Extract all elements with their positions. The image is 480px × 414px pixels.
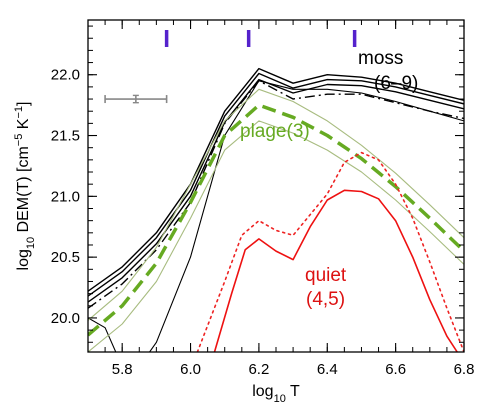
series-line-0 [88, 67, 464, 292]
annotation-plage: plage(3) [240, 121, 310, 142]
series-line-6 [88, 88, 464, 321]
y-axis-title: log10 DEM(T) [cm−5 K−1] [13, 102, 37, 271]
x-tick-label-3: 6.4 [317, 361, 338, 378]
series-line-3 [88, 80, 464, 309]
x-tick-label-1: 6.0 [180, 361, 201, 378]
series-line-4 [88, 80, 464, 352]
series-line-7 [88, 120, 464, 352]
y-tick-label-2: 21.0 [51, 188, 80, 205]
annotation-moss-line1: moss [358, 48, 403, 69]
x-axis-title: log10 T [252, 383, 300, 405]
series-line-1 [88, 72, 464, 297]
plot-frame [87, 19, 465, 353]
top-markers [164, 30, 357, 47]
y-tick-label-4: 22.0 [51, 67, 80, 84]
annotation-quiet: quiet [305, 265, 347, 286]
series-line-9 [213, 189, 458, 352]
y-tick-label-1: 20.5 [51, 249, 80, 266]
series-line-2 [88, 78, 464, 303]
annotation-quiet-range: (4,5) [306, 289, 345, 310]
annotation-moss: moss [358, 48, 403, 69]
x-tick-label-2: 6.2 [248, 361, 269, 378]
series-line-8 [196, 151, 464, 352]
series-line-5 [88, 103, 464, 337]
error-bar [104, 94, 168, 104]
x-tick-label-5: 6.8 [454, 361, 475, 378]
x-tick-label-0: 5.8 [112, 361, 133, 378]
annotation-moss-range: (6–9) [374, 73, 418, 94]
axis-ticks: 5.8 6.0 6.2 6.4 6.6 6.8 20.0 20.5 21.0 21.5 22.0 [51, 20, 475, 378]
x-tick-label-4: 6.6 [385, 361, 406, 378]
series-layer [88, 67, 464, 352]
y-tick-label-3: 21.5 [51, 128, 80, 145]
y-tick-label-0: 20.0 [51, 310, 80, 327]
